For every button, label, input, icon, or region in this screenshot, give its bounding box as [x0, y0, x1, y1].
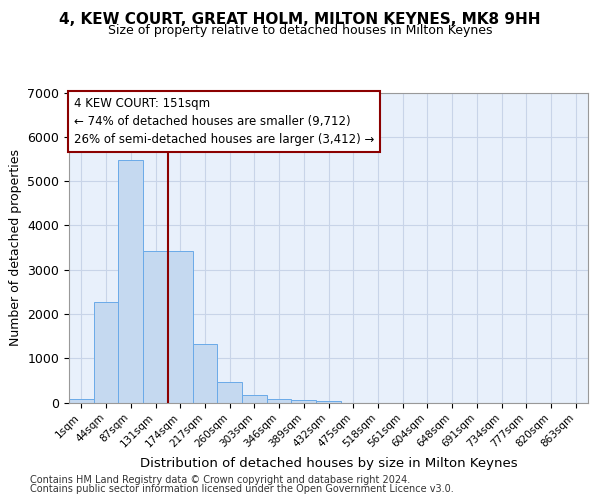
Bar: [267, 398, 292, 402]
Bar: [143, 250, 168, 402]
Text: Contains public sector information licensed under the Open Government Licence v3: Contains public sector information licen…: [30, 484, 454, 494]
Text: 4 KEW COURT: 151sqm
← 74% of detached houses are smaller (9,712)
26% of semi-det: 4 KEW COURT: 151sqm ← 74% of detached ho…: [74, 97, 374, 146]
Bar: [242, 395, 267, 402]
Bar: [316, 401, 341, 402]
X-axis label: Distribution of detached houses by size in Milton Keynes: Distribution of detached houses by size …: [140, 458, 517, 470]
Bar: [292, 400, 316, 402]
Y-axis label: Number of detached properties: Number of detached properties: [9, 149, 22, 346]
Bar: [69, 399, 94, 402]
Bar: [168, 250, 193, 402]
Text: Size of property relative to detached houses in Milton Keynes: Size of property relative to detached ho…: [108, 24, 492, 37]
Bar: [94, 302, 118, 402]
Text: Contains HM Land Registry data © Crown copyright and database right 2024.: Contains HM Land Registry data © Crown c…: [30, 475, 410, 485]
Bar: [217, 382, 242, 402]
Bar: [118, 160, 143, 402]
Bar: [193, 344, 217, 403]
Text: 4, KEW COURT, GREAT HOLM, MILTON KEYNES, MK8 9HH: 4, KEW COURT, GREAT HOLM, MILTON KEYNES,…: [59, 12, 541, 28]
